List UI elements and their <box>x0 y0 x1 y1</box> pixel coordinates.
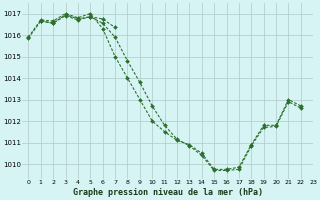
X-axis label: Graphe pression niveau de la mer (hPa): Graphe pression niveau de la mer (hPa) <box>73 188 263 197</box>
